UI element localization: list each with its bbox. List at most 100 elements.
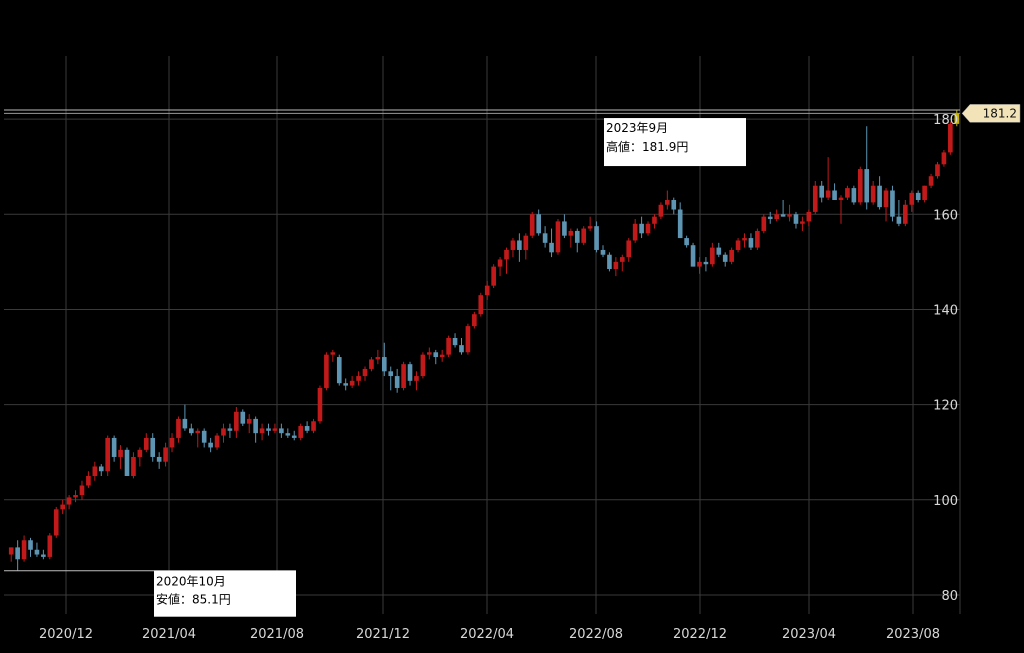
candle	[304, 421, 310, 434]
candle-body	[79, 485, 85, 496]
candle	[690, 242, 696, 267]
candle-body	[137, 449, 143, 457]
candle	[343, 378, 349, 391]
candle-body	[298, 426, 303, 438]
low-annotation-line2: 安値：85.1円	[156, 592, 231, 607]
candle-body	[195, 430, 201, 434]
candle	[131, 452, 136, 479]
candle-body	[208, 442, 213, 448]
x-tick-label: 2021/08	[250, 627, 304, 642]
candle-body	[710, 247, 715, 265]
candle	[639, 216, 644, 239]
candle	[163, 442, 168, 467]
candle-body	[375, 357, 381, 360]
candle	[883, 188, 889, 222]
candle	[761, 214, 767, 234]
candle	[928, 173, 934, 189]
candle-body	[594, 226, 599, 250]
candle	[722, 252, 728, 267]
candle	[857, 166, 863, 205]
candle-body	[896, 216, 902, 224]
candle-body	[581, 228, 587, 243]
candle	[645, 221, 651, 236]
candle-body	[542, 233, 548, 243]
candle-body	[935, 164, 940, 177]
candle	[259, 423, 265, 441]
candle-body	[658, 204, 664, 217]
candle	[703, 257, 709, 272]
candle-body	[163, 447, 168, 462]
candle	[922, 185, 927, 203]
candle-body	[857, 169, 863, 203]
candle-body	[729, 249, 734, 262]
candle	[767, 211, 773, 224]
candle	[349, 376, 355, 388]
candle	[201, 428, 207, 448]
candle	[221, 423, 226, 443]
candle	[652, 214, 657, 229]
candle	[845, 185, 850, 200]
grid-lines	[4, 56, 961, 614]
candle	[742, 233, 747, 248]
candle	[587, 216, 593, 231]
axis-labels: 80 100 120 140 160 180 2020/12 2021/04 2021/08 20…	[39, 113, 958, 642]
candle	[21, 535, 27, 562]
candle-body	[452, 338, 458, 346]
candle-body	[124, 449, 130, 476]
candle	[375, 349, 381, 365]
candle	[896, 200, 902, 227]
candle	[137, 447, 143, 467]
candle-body	[716, 247, 722, 255]
candle-body	[497, 259, 503, 267]
candle	[253, 416, 258, 443]
candle-body	[562, 221, 567, 236]
candle	[935, 161, 940, 179]
y-tick-label: 160	[933, 208, 958, 223]
candle-body	[574, 230, 580, 243]
candle	[819, 180, 825, 203]
candle	[381, 342, 387, 377]
candle	[176, 416, 181, 443]
candle	[536, 209, 541, 236]
candle-body	[838, 197, 844, 200]
candle-body	[928, 176, 934, 186]
candle-body	[774, 214, 779, 220]
candle-body	[41, 554, 46, 557]
candle	[208, 437, 213, 453]
candle-body	[189, 428, 194, 434]
candles	[8, 110, 960, 571]
candle	[465, 323, 471, 355]
candle-body	[510, 240, 516, 250]
candle-body	[626, 240, 632, 258]
candle-body	[665, 200, 670, 205]
candle	[870, 180, 876, 205]
candle	[330, 349, 336, 362]
candle	[394, 368, 400, 393]
candle-body	[748, 238, 754, 248]
candle-body	[311, 421, 316, 431]
candle	[574, 228, 580, 253]
candle	[594, 221, 599, 253]
candle	[510, 238, 516, 258]
candle	[793, 211, 799, 229]
candle	[600, 245, 606, 258]
candle-body	[459, 345, 464, 353]
candle	[53, 506, 59, 538]
candle-body	[845, 188, 850, 198]
candle-body	[394, 376, 400, 388]
candle-body	[304, 426, 310, 431]
candle-body	[536, 214, 541, 234]
candle-body	[73, 495, 78, 498]
candle-body	[201, 430, 207, 443]
candle	[671, 197, 677, 215]
high-annotation-line1: 2023年9月	[606, 121, 668, 135]
candle	[697, 257, 702, 274]
candle	[240, 409, 246, 427]
candle	[227, 423, 233, 438]
candle	[665, 190, 670, 210]
candle-body	[266, 428, 271, 431]
candle	[626, 238, 632, 262]
candle	[34, 542, 40, 557]
candle-body	[324, 354, 329, 388]
